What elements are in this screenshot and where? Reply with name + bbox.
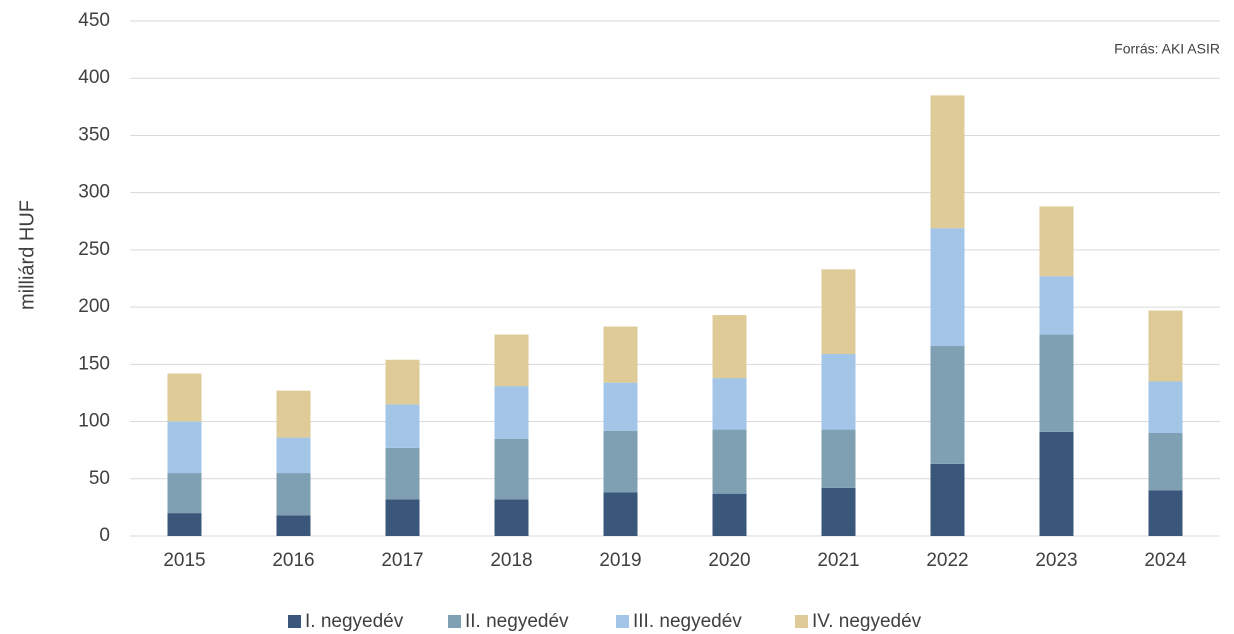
bar-segment [276, 390, 311, 438]
bar-segment [712, 378, 747, 430]
y-tick-label: 100 [78, 411, 110, 432]
y-tick-label: 200 [78, 296, 110, 317]
legend-label: III. negyedév [633, 611, 742, 632]
x-tick-label: 2024 [1144, 550, 1187, 571]
bar-segment [603, 430, 638, 493]
bar-segment [1039, 276, 1074, 335]
bar-segment [385, 447, 420, 500]
legend-label: II. negyedév [465, 611, 569, 632]
bar-segment [712, 429, 747, 494]
y-tick-label: 50 [89, 468, 110, 489]
bar-segment [167, 421, 202, 474]
bar-segment [276, 437, 311, 474]
bar-segment [167, 513, 202, 536]
bar-segment [1148, 433, 1183, 491]
x-tick-label: 2022 [926, 550, 968, 571]
x-tick-label: 2016 [272, 550, 314, 571]
bar-segment [167, 473, 202, 514]
bar-segment [276, 515, 311, 536]
bar-segment [821, 354, 856, 430]
bar-segment [930, 463, 965, 536]
bar-segment [1148, 381, 1183, 433]
x-tick-label: 2020 [708, 550, 750, 571]
bar-segment [1039, 206, 1074, 277]
y-axis-label: milliárd HUF [16, 200, 38, 310]
x-tick-label: 2023 [1035, 550, 1077, 571]
bar-segment [712, 493, 747, 536]
x-tick-label: 2015 [163, 550, 205, 571]
y-tick-label: 250 [78, 239, 110, 260]
legend-swatch [795, 615, 808, 628]
bar-segment [494, 438, 529, 500]
bar-segment [494, 386, 529, 439]
bar-segment [712, 315, 747, 379]
bar-segment [385, 404, 420, 448]
bar-segment [1039, 431, 1074, 536]
y-tick-label: 150 [78, 353, 110, 374]
x-tick-label: 2021 [817, 550, 859, 571]
bar-segment [1039, 334, 1074, 432]
bar-segment [1148, 310, 1183, 382]
bar-segment [821, 269, 856, 355]
bar-segment [1148, 490, 1183, 536]
bar-segment [930, 95, 965, 229]
bar-segment [930, 228, 965, 347]
bar-segment [494, 499, 529, 536]
legend-swatch [448, 615, 461, 628]
x-tick-label: 2019 [599, 550, 641, 571]
y-tick-label: 450 [78, 10, 110, 31]
bar-segment [603, 492, 638, 536]
legend-swatch [288, 615, 301, 628]
x-tick-label: 2017 [381, 550, 423, 571]
bar-segment [930, 346, 965, 464]
bar-segment [385, 499, 420, 536]
source-note: Forrás: AKI ASIR [1114, 41, 1220, 57]
y-tick-label: 400 [78, 67, 110, 88]
bar-segment [167, 373, 202, 422]
bar-segment [603, 326, 638, 383]
x-tick-label: 2018 [490, 550, 532, 571]
y-tick-label: 300 [78, 182, 110, 203]
y-tick-label: 0 [99, 525, 110, 546]
legend-label: I. negyedév [305, 611, 404, 632]
bar-segment [494, 334, 529, 387]
bar-segment [385, 359, 420, 405]
bar-segment [821, 429, 856, 488]
bar-segment [276, 473, 311, 516]
bar-segment [821, 487, 856, 536]
bar-segment [603, 382, 638, 431]
legend-label: IV. negyedév [812, 611, 922, 632]
legend-swatch [616, 615, 629, 628]
y-tick-label: 350 [78, 124, 110, 145]
